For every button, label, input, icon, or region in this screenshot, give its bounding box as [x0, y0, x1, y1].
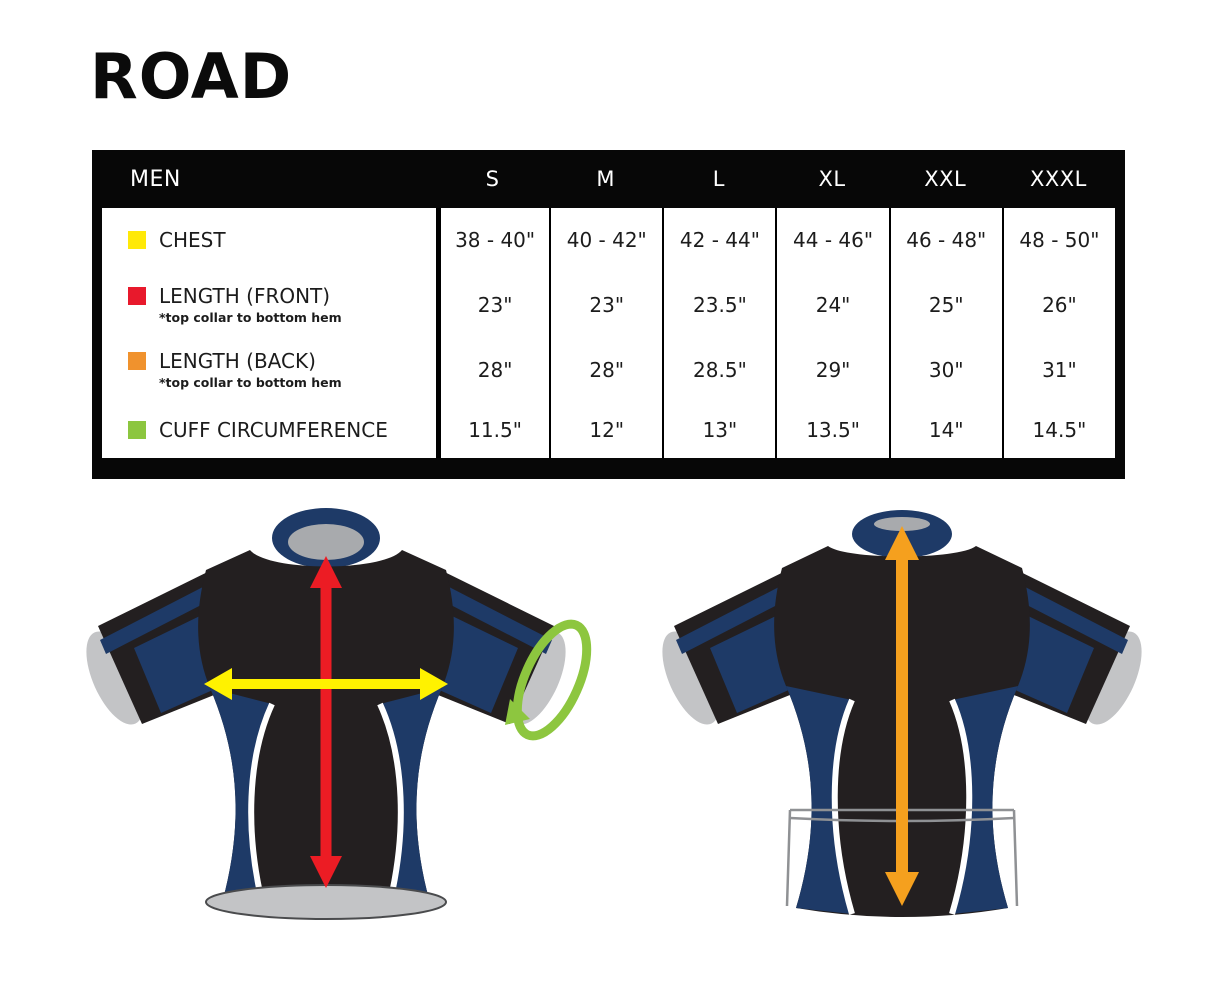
cell-length-front-m: 23" — [549, 272, 662, 337]
row-label: CUFF CIRCUMFERENCE — [159, 418, 388, 442]
front-left-seam — [248, 702, 275, 911]
cuff-legend-swatch — [128, 421, 146, 439]
column-header-l: L — [712, 167, 725, 191]
row-note: *top collar to bottom hem — [159, 375, 342, 390]
cell-length-back-m: 28" — [549, 337, 662, 402]
row-length-back: LENGTH (BACK) *top collar to bottom hem — [102, 337, 436, 402]
back-left-cuff — [662, 631, 720, 725]
length-back-legend-swatch — [128, 352, 146, 370]
column-header-xxxl: XXXL — [1029, 167, 1087, 191]
front-left-cuff — [86, 631, 144, 725]
cell-length-front-xl: 24" — [775, 272, 888, 337]
back-right-cuff — [1084, 631, 1142, 725]
front-length-arrow — [310, 556, 342, 888]
front-right-seam — [377, 702, 404, 911]
cell-length-back-xxxl: 31" — [1001, 337, 1115, 402]
cell-length-front-s: 23" — [436, 272, 549, 337]
length-front-legend-swatch — [128, 287, 146, 305]
table-body: CHEST 38 - 40" 40 - 42" 42 - 44" 44 - 46… — [102, 208, 1115, 458]
cell-cuff-m: 12" — [549, 402, 662, 458]
cell-length-front-l: 23.5" — [662, 272, 775, 337]
cell-chest-xxxl: 48 - 50" — [1001, 208, 1115, 272]
back-left-side-panel — [786, 686, 852, 914]
cell-chest-l: 42 - 44" — [662, 208, 775, 272]
row-label: CHEST — [159, 228, 226, 252]
cuff-circumference-loop — [512, 619, 592, 741]
chest-width-arrow — [204, 668, 448, 700]
row-length-front: LENGTH (FRONT) *top collar to bottom hem — [102, 272, 436, 337]
back-length-arrow — [885, 526, 919, 906]
page-title: ROAD — [90, 40, 293, 113]
back-right-seam — [949, 698, 973, 915]
row-label: LENGTH (FRONT) — [159, 284, 331, 308]
row-cuff-circumference: CUFF CIRCUMFERENCE — [102, 402, 436, 458]
cell-cuff-xl: 13.5" — [775, 402, 888, 458]
cell-chest-xl: 44 - 46" — [775, 208, 888, 272]
front-right-cuff — [508, 631, 566, 725]
cell-length-front-xxl: 25" — [888, 272, 1002, 337]
row-label: LENGTH (BACK) — [159, 349, 316, 373]
cuff-loop-arrowhead — [505, 699, 530, 725]
row-note: *top collar to bottom hem — [159, 310, 342, 325]
cell-length-front-xxxl: 26" — [1001, 272, 1115, 337]
cell-cuff-xxxl: 14.5" — [1001, 402, 1115, 458]
back-right-side-panel — [952, 686, 1018, 914]
cell-cuff-s: 11.5" — [436, 402, 549, 458]
jersey-back-diagram — [662, 510, 1142, 917]
row-chest: CHEST — [102, 208, 436, 272]
cell-length-back-s: 28" — [436, 337, 549, 402]
back-left-seam — [831, 698, 855, 915]
cell-cuff-l: 13" — [662, 402, 775, 458]
cell-chest-m: 40 - 42" — [549, 208, 662, 272]
cell-chest-xxl: 46 - 48" — [888, 208, 1002, 272]
column-header-s: S — [485, 167, 500, 191]
table-group-header: MEN — [130, 166, 181, 192]
front-collar — [272, 508, 380, 568]
size-chart-table: MEN S M L XL XXL XXXL CHEST 38 - 40" 40 … — [92, 150, 1125, 479]
cell-length-back-l: 28.5" — [662, 337, 775, 402]
cell-length-back-xl: 29" — [775, 337, 888, 402]
column-header-xxl: XXL — [924, 167, 967, 191]
table-header-row: MEN S M L XL XXL XXXL — [102, 150, 1115, 208]
cell-cuff-xxl: 14" — [888, 402, 1002, 458]
chest-legend-swatch — [128, 231, 146, 249]
jersey-front-diagram — [86, 508, 592, 920]
column-header-xl: XL — [818, 167, 846, 191]
front-hem — [205, 884, 447, 920]
cell-chest-s: 38 - 40" — [436, 208, 549, 272]
cell-length-back-xxl: 30" — [888, 337, 1002, 402]
column-header-m: M — [596, 167, 616, 191]
